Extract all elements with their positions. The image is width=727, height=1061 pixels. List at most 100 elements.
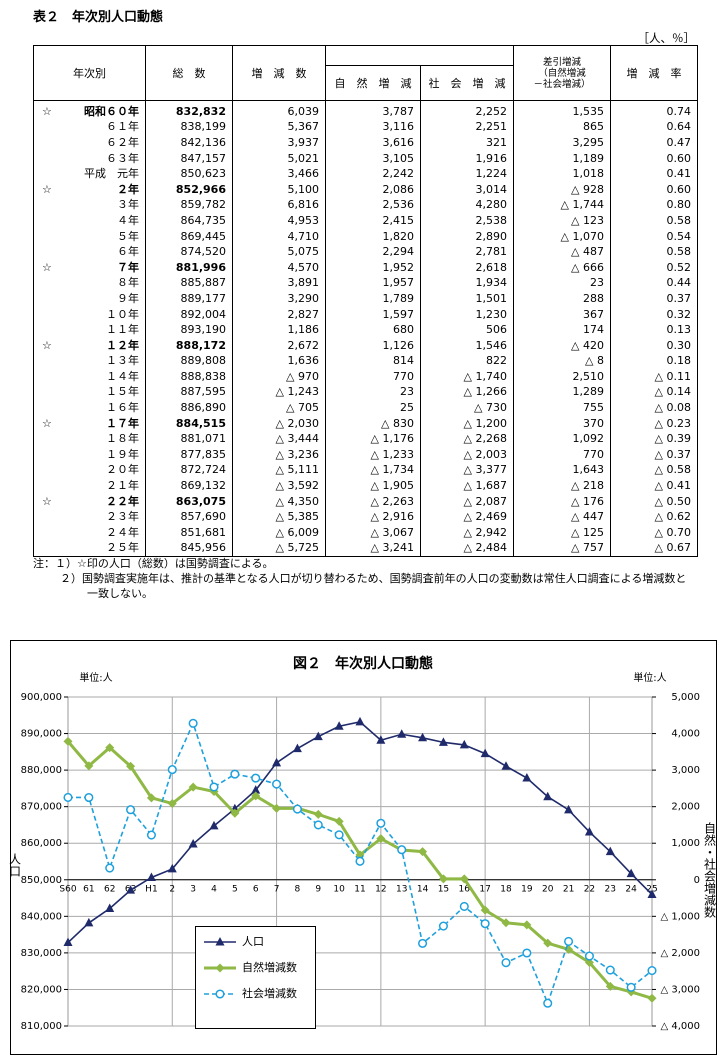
social-cell: 2,251 bbox=[420, 119, 514, 136]
y-tick-label: 900,000 bbox=[21, 692, 62, 703]
marker bbox=[63, 937, 73, 947]
social-cell: 1,224 bbox=[420, 166, 514, 182]
marker bbox=[584, 826, 594, 836]
marker bbox=[459, 901, 469, 912]
census-mark: ☆ bbox=[42, 494, 52, 508]
marker bbox=[418, 938, 428, 948]
x-tick-label: 22 bbox=[584, 884, 595, 894]
marker bbox=[313, 809, 323, 819]
marker bbox=[230, 769, 240, 779]
marker bbox=[334, 721, 344, 730]
marker bbox=[522, 773, 532, 782]
header-cell: 年次別 bbox=[33, 45, 146, 101]
marker bbox=[313, 731, 323, 741]
legend-marker bbox=[215, 989, 225, 999]
rate-cell: △ 0.41 bbox=[610, 478, 698, 494]
marker bbox=[584, 958, 594, 968]
marker bbox=[251, 785, 261, 794]
total-cell: 887,595 bbox=[145, 384, 233, 401]
marker bbox=[167, 799, 177, 809]
change-cell: 5,075 bbox=[232, 244, 326, 260]
natural-cell: 3,616 bbox=[325, 135, 421, 151]
table-row: ☆ ２年 852,966 5,100 2,086 3,014 △ 928 0.60 bbox=[33, 181, 698, 198]
year-cell: ☆ １７年 bbox=[33, 415, 146, 432]
rate-cell: △ 0.11 bbox=[610, 369, 698, 385]
change-cell: △ 2,030 bbox=[232, 415, 326, 432]
legend-marker bbox=[215, 963, 225, 973]
x-tick-label: 4 bbox=[211, 884, 217, 894]
year-label: ２年 bbox=[117, 182, 139, 196]
year-cell: ８年 bbox=[33, 275, 146, 292]
x-tick-label: 61 bbox=[83, 884, 94, 894]
social-cell: △ 3,377 bbox=[420, 462, 514, 479]
marker bbox=[605, 981, 615, 991]
marker bbox=[438, 921, 448, 931]
natural-cell: △ 1,734 bbox=[325, 462, 421, 479]
marker bbox=[126, 805, 136, 815]
natural-cell: 2,294 bbox=[325, 244, 421, 260]
y2-unit: 単位:人 bbox=[633, 671, 666, 684]
table-row: １８年 881,071 △ 3,444 △ 1,176 △ 2,268 1,092 △ 0.… bbox=[33, 431, 698, 448]
table-row: ２５年 845,956 △ 5,725 △ 3,241 △ 2,484 △ 757 △ 0.… bbox=[33, 540, 698, 558]
year-cell: ☆ １２年 bbox=[33, 337, 146, 354]
total-cell: 889,808 bbox=[145, 353, 233, 370]
x-tick-label: S60 bbox=[59, 884, 76, 894]
x-tick-label: 18 bbox=[500, 884, 512, 894]
marker bbox=[292, 804, 302, 814]
total-cell: 857,690 bbox=[145, 509, 233, 526]
y-tick-label: 810,000 bbox=[21, 1021, 62, 1032]
marker bbox=[126, 761, 136, 771]
header-line: 差引増減 bbox=[542, 56, 581, 68]
marker bbox=[230, 808, 240, 818]
x-tick-label: 12 bbox=[375, 884, 386, 894]
marker bbox=[334, 816, 344, 826]
marker bbox=[188, 839, 198, 848]
marker bbox=[501, 918, 511, 928]
data-table: 年次別 総 数 増 減 数 差引増減 （自然増減 －社会増減） 増 減 率 自 然 … bbox=[33, 45, 698, 558]
y2-axis-label: 自然・社会増減数 bbox=[703, 822, 717, 919]
marker bbox=[647, 966, 657, 976]
total-cell: 852,966 bbox=[145, 181, 233, 198]
social-cell: 506 bbox=[420, 322, 514, 338]
x-tick-label: 10 bbox=[333, 884, 345, 894]
marker bbox=[105, 863, 115, 873]
total-cell: 889,177 bbox=[145, 291, 233, 307]
rate-cell: 0.60 bbox=[610, 181, 698, 198]
marker bbox=[105, 903, 115, 913]
census-mark: ☆ bbox=[42, 182, 52, 196]
natural-cell: 2,415 bbox=[325, 213, 421, 229]
rate-cell: △ 0.62 bbox=[610, 509, 698, 526]
x-tick-label: 11 bbox=[354, 884, 365, 894]
marker bbox=[355, 716, 365, 726]
social-cell: △ 2,268 bbox=[420, 431, 514, 448]
header-cell: 自 然 増 減 bbox=[325, 65, 421, 101]
social-cell: 2,618 bbox=[420, 259, 514, 276]
legend-label: 自然増減数 bbox=[242, 960, 297, 974]
marker bbox=[438, 737, 448, 746]
y-tick-label: 830,000 bbox=[21, 948, 62, 959]
x-tick-label: 25 bbox=[646, 884, 657, 894]
census-mark: ☆ bbox=[42, 104, 52, 118]
rate-cell: 0.80 bbox=[610, 197, 698, 214]
y2-tick-label: 3,000 bbox=[671, 765, 700, 776]
header-cell: 総 数 bbox=[145, 45, 233, 101]
table-row: ☆ １７年 884,515 △ 2,030 △ 830 △ 1,200 370 △ 0.23 bbox=[33, 415, 698, 432]
year-label: ７年 bbox=[117, 260, 139, 274]
rate-cell: 0.52 bbox=[610, 259, 698, 276]
year-cell: ２１年 bbox=[33, 478, 146, 494]
marker bbox=[543, 938, 553, 948]
header-line: （自然増減 bbox=[538, 67, 586, 79]
marker bbox=[564, 936, 574, 946]
census-mark: ☆ bbox=[42, 260, 52, 274]
total-cell: 838,199 bbox=[145, 119, 233, 136]
change-cell: 5,021 bbox=[232, 150, 326, 167]
marker bbox=[146, 830, 156, 840]
note: 注：１）☆印の人口（総数）は国勢調査による。 bbox=[33, 556, 693, 571]
diff-cell: △ 123 bbox=[513, 213, 611, 229]
marker bbox=[209, 782, 219, 792]
year-label: ４年 bbox=[117, 213, 139, 227]
total-cell: 847,157 bbox=[145, 150, 233, 167]
rate-cell: 0.54 bbox=[610, 228, 698, 245]
natural-cell: △ 2,916 bbox=[325, 509, 421, 526]
y2-tick-label: △ 2,000 bbox=[661, 948, 701, 959]
